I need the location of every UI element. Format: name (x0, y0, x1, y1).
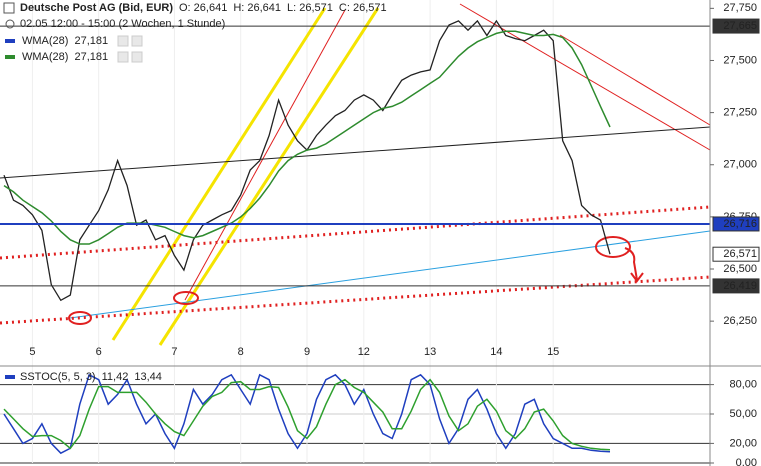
trend-line (111, 7, 327, 341)
legend-label: WMA(28) (22, 51, 68, 63)
trend-line (158, 7, 380, 346)
highlight-circle (595, 236, 631, 258)
trend-line (559, 34, 711, 126)
quote-value: L: 26,571 (287, 2, 333, 14)
y-tick-label: 20,00 (729, 437, 757, 449)
clock-icon (5, 19, 15, 29)
series-line (3, 30, 611, 245)
highlight-circle (173, 291, 199, 305)
trend-line (69, 230, 711, 319)
price-marker-label: 27,665 (723, 20, 757, 32)
legend-button[interactable] (131, 35, 143, 47)
price-marker-label: 26,716 (723, 218, 757, 230)
trend-line (0, 205, 711, 260)
price-marker (712, 216, 760, 232)
price-marker (712, 18, 760, 34)
y-tick-label: 50,00 (729, 408, 757, 420)
quote-value: C: 26,571 (339, 2, 387, 14)
y-tick-label: 80,00 (729, 379, 757, 391)
x-tick-label: 14 (490, 346, 502, 358)
y-tick-label: 27,750 (723, 2, 757, 14)
header: Deutsche Post AG (Bid, EUR) 02.05 12:00 … (3, 2, 225, 383)
legend-swatch (5, 375, 15, 379)
legend-button[interactable] (131, 51, 143, 63)
series-line (3, 373, 611, 455)
arrow (624, 247, 644, 283)
quote-value: O: 26,641 (179, 2, 227, 14)
legend-swatch (5, 55, 15, 59)
x-tick-label: 5 (29, 346, 35, 358)
series-line (3, 378, 611, 451)
y-tick-label: 26,500 (723, 263, 757, 275)
highlight-circle (68, 311, 92, 325)
plot-layer (0, 19, 710, 455)
y-tick-label: 26,250 (723, 315, 757, 327)
grid-layer (0, 0, 710, 464)
price-marker (712, 278, 760, 294)
legend-button[interactable] (117, 35, 129, 47)
price-marker-label: 26,571 (723, 248, 757, 260)
x-tick-label: 15 (547, 346, 559, 358)
chart-subtitle: 02.05 12:00 - 15:00 (2 Wochen, 1 Stunde) (20, 18, 225, 30)
x-tick-label: 9 (304, 346, 310, 358)
x-tick-label: 13 (424, 346, 436, 358)
trend-line (0, 275, 711, 325)
y-tick-label: 27,250 (723, 107, 757, 119)
chart-title: Deutsche Post AG (Bid, EUR) (20, 2, 173, 14)
legend-value: 13,44 (134, 371, 162, 383)
quote-value: H: 26,641 (233, 2, 281, 14)
legend-value: 27,181 (74, 35, 108, 47)
y-tick-label: 0,00 (736, 457, 757, 466)
legend-value: 27,181 (74, 51, 108, 63)
legend-value: 11,42 (102, 371, 129, 383)
legend-swatch (5, 39, 15, 43)
collapse-icon[interactable] (3, 2, 15, 14)
trend-line (0, 126, 711, 179)
indicator-title: SSTOC(5, 5, 3) (20, 371, 96, 383)
y-tick-label: 27,000 (723, 159, 757, 171)
legend-label: WMA(28) (22, 35, 68, 47)
x-tick-label: 8 (238, 346, 244, 358)
y-tick-label: 27,500 (723, 54, 757, 66)
x-tick-label: 7 (171, 346, 177, 358)
x-tick-label: 6 (96, 346, 102, 358)
legend-button[interactable] (117, 51, 129, 63)
x-tick-label: 12 (358, 346, 370, 358)
annotations (0, 3, 711, 346)
trend-line (184, 9, 346, 301)
price-marker (712, 246, 760, 262)
price-marker-label: 26,419 (723, 280, 757, 292)
